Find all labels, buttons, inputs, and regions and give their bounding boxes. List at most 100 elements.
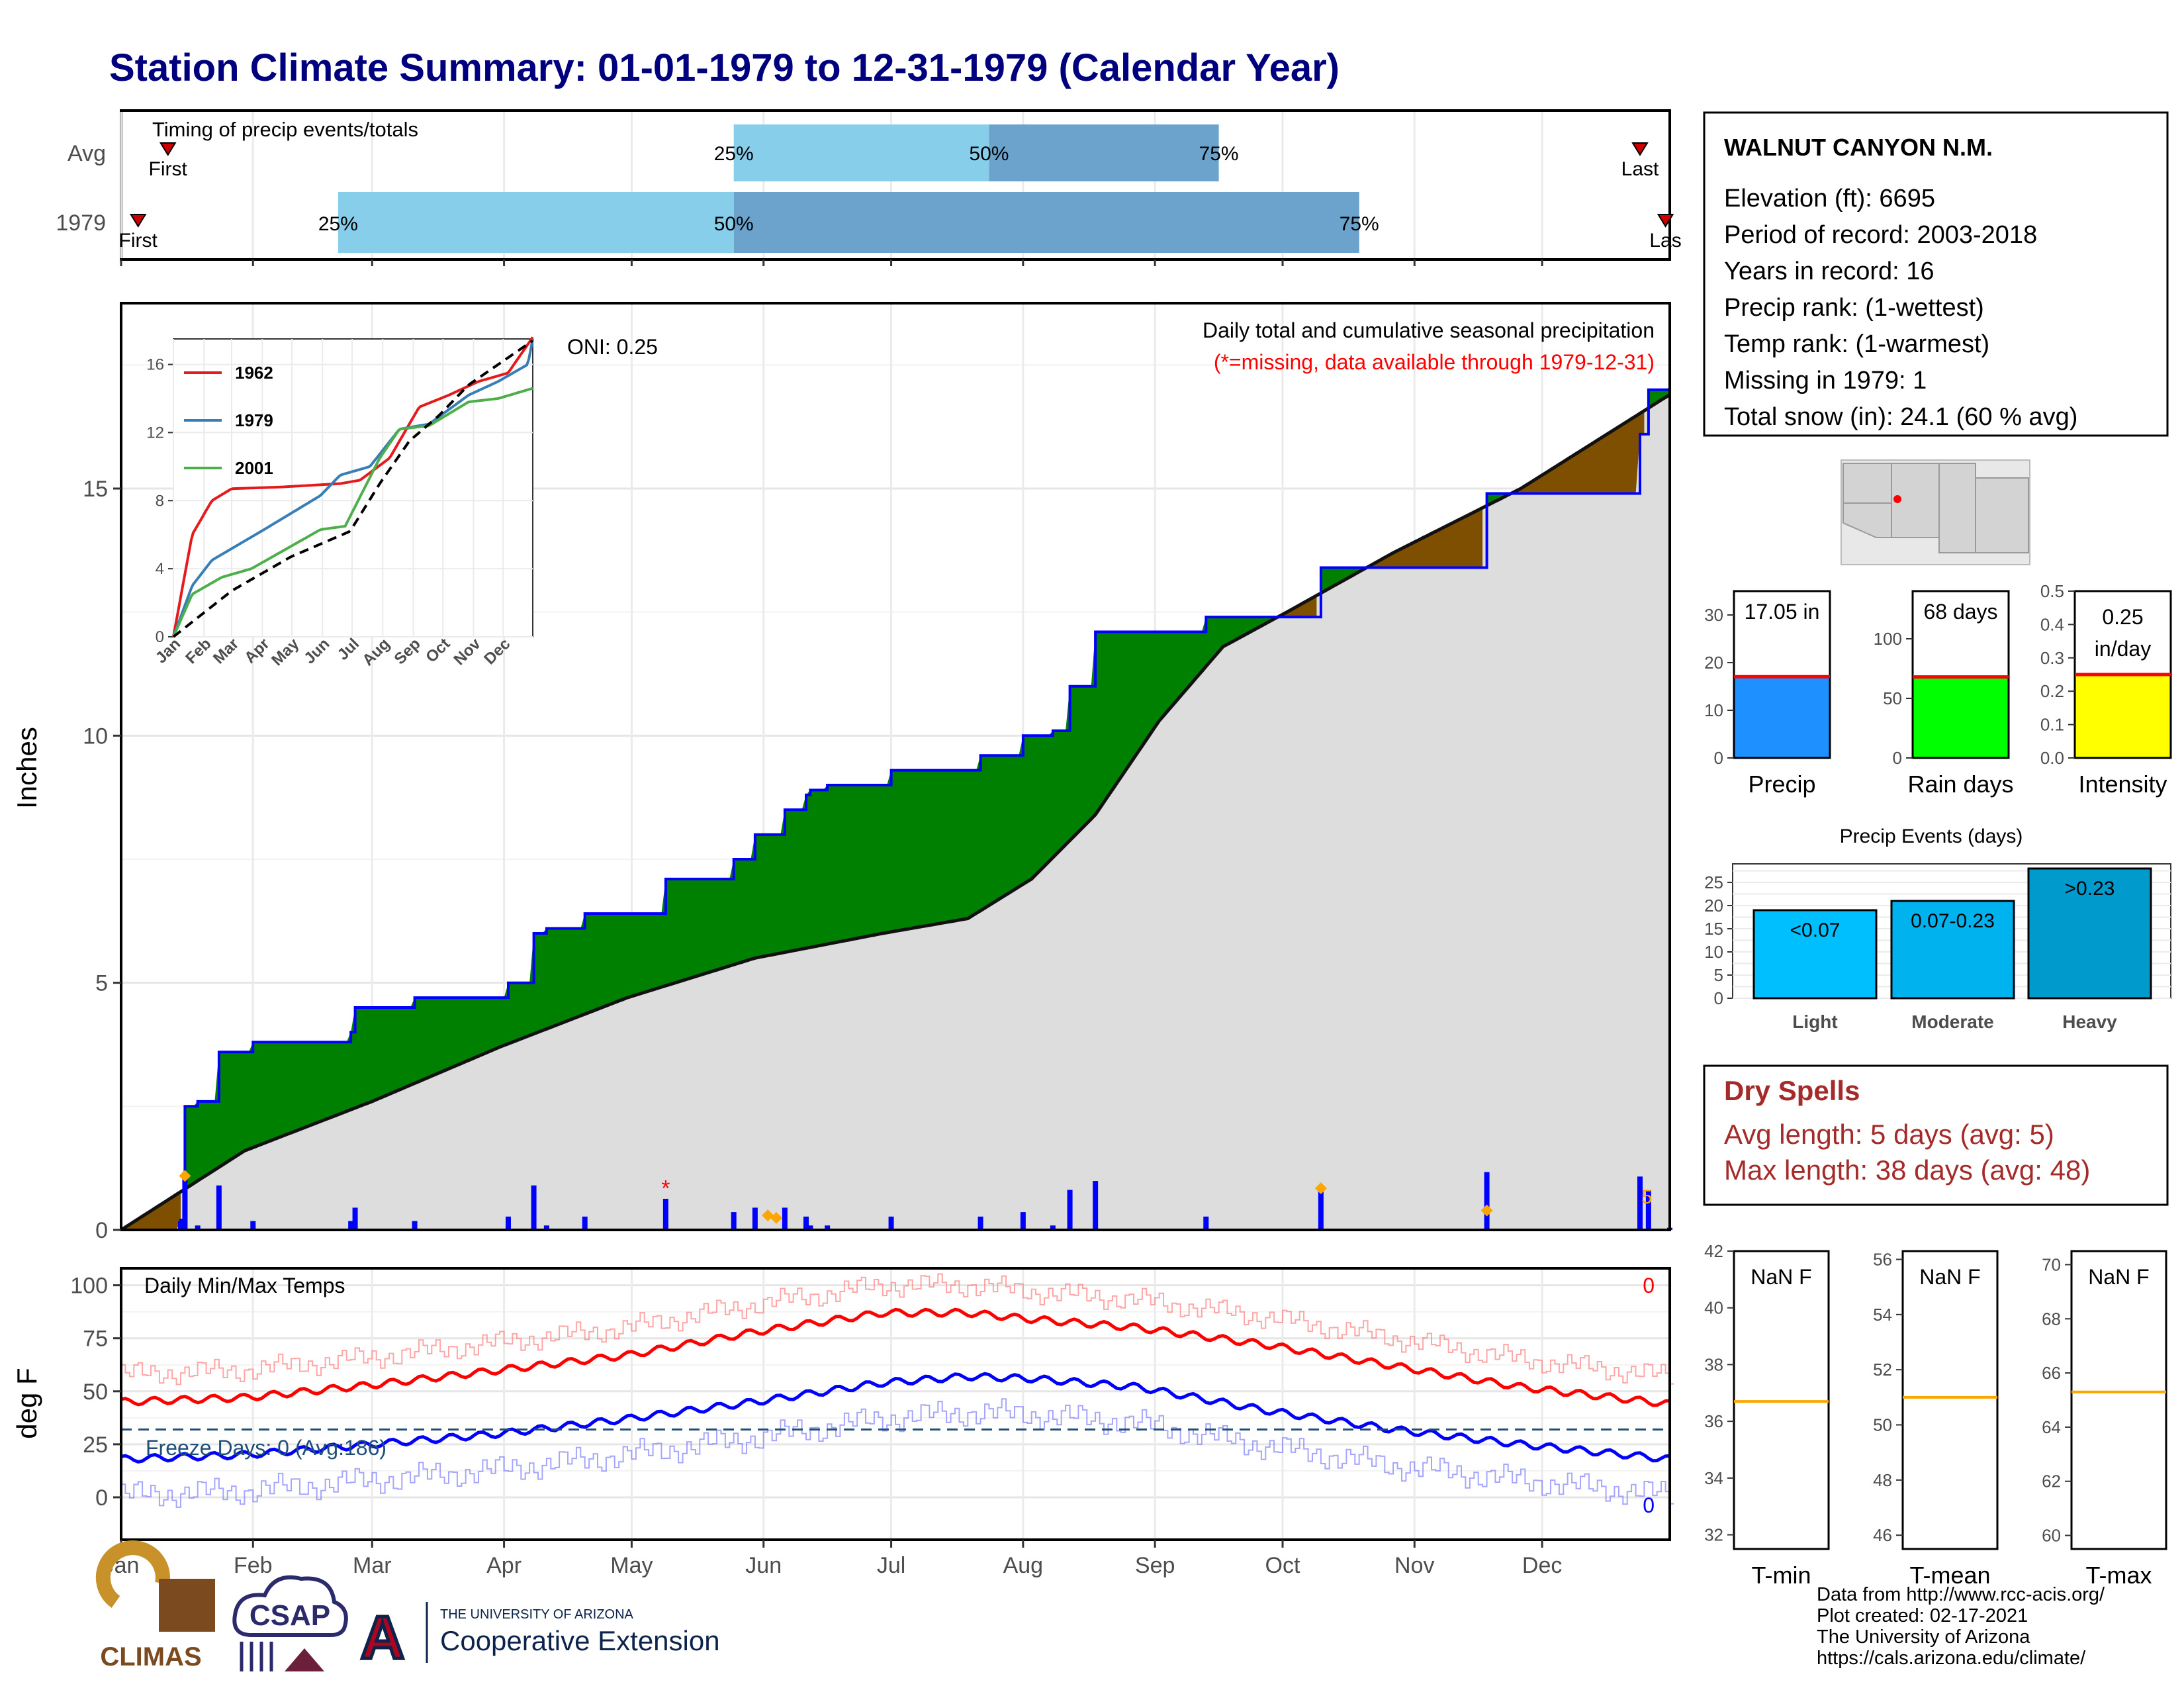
- daily-precip-bar: [352, 1207, 358, 1230]
- daily-precip-bar: [752, 1207, 758, 1230]
- dry-avg-length: Avg length: 5 days (avg: 5): [1724, 1119, 2054, 1150]
- credit-line-university: The University of Arizona: [1817, 1626, 2030, 1648]
- month-label: Mar: [353, 1553, 392, 1578]
- daily-precip-bar: [216, 1185, 222, 1230]
- events-bar-light: [1752, 909, 1878, 1000]
- station-box-frame: [1703, 111, 2169, 437]
- snow-event-marker: [1480, 1204, 1493, 1217]
- month-label: Oct: [1265, 1553, 1300, 1578]
- timing-row-label-avg: Avg: [68, 141, 106, 166]
- tgauge-tick-label: 46: [1873, 1525, 1892, 1545]
- temp-title: Daily Min/Max Temps: [144, 1274, 345, 1297]
- temp-max-count: 0: [1643, 1274, 1655, 1297]
- precip-y-tick-label: 0: [95, 1218, 108, 1243]
- timing-bars: 25% 50% 75% First Last 25% 50% 75% First Las: [119, 124, 1682, 253]
- gauge-tick-label: 0.1: [2040, 715, 2064, 735]
- csap-cloud-icon: [232, 1575, 348, 1637]
- inset-line-1962: [172, 336, 534, 637]
- temp-gauges: 32 34 36 38 40 42 NaN F T-min 46 48 50 52 54 56 NaN F T…: [1704, 1241, 2167, 1589]
- snow-event-marker: [762, 1209, 774, 1222]
- tgauge-tick-label: 68: [2042, 1309, 2061, 1329]
- timing-bar-q1-Avg: [733, 124, 989, 181]
- daily-precip-bar: [1645, 1190, 1651, 1230]
- gauge-label-1: Rain days: [1907, 771, 2013, 798]
- precip-areas: [120, 387, 1671, 1232]
- gauge-tick-label: 0: [1893, 748, 1902, 768]
- month-label: Apr: [486, 1553, 522, 1578]
- daily-precip-bar: [782, 1207, 788, 1230]
- daily-precip-bar: [182, 1172, 188, 1230]
- daily-precip-bar: [825, 1225, 831, 1230]
- tgauge-frame-0: [1733, 1250, 1830, 1550]
- inset-y-tick-label: 8: [156, 492, 164, 510]
- temp-min-count: 0: [1643, 1493, 1655, 1517]
- credit-line-url: https://cals.arizona.edu/climate/: [1817, 1648, 2086, 1669]
- oni-label: ONI: 0.25: [567, 335, 658, 359]
- timing-pct-label: 50%: [969, 143, 1009, 165]
- climas-logo-arc: [95, 1540, 170, 1608]
- timing-bar-q2-1979: [733, 192, 1359, 253]
- gauge-value-unit-2: in/day: [2095, 637, 2151, 661]
- avg-max-temp-line: [120, 1307, 1670, 1407]
- inset-y-tick-label: 12: [146, 424, 164, 442]
- avg-cumulative-line: [120, 393, 1671, 1232]
- month-label: Aug: [1003, 1553, 1044, 1578]
- timing-marker-label: First: [149, 158, 188, 180]
- precip-y-ticks: 0 5 10 15: [83, 477, 121, 1243]
- gauge-tick-label: 0.0: [2040, 748, 2064, 768]
- gauge-tick-label: 10: [1704, 700, 1723, 720]
- events-bar-label: >0.23: [2065, 878, 2115, 900]
- daily-precip-bar: [978, 1216, 983, 1230]
- events-y-tick-label: 0: [1714, 988, 1723, 1008]
- tgauge-tick-label: 42: [1704, 1241, 1723, 1261]
- inset-legend-label: 2001: [235, 458, 273, 478]
- temp-y-tick-label: 100: [70, 1274, 108, 1299]
- tgauge-tick-label: 36: [1704, 1411, 1723, 1431]
- ua-extension-logo: A THE UNIVERSITY OF ARIZONA Cooperative …: [359, 1602, 720, 1673]
- precip-events-chart: Precip Events (days) 0 5 10 15 20 25 <0.07 Ligh…: [1704, 825, 2171, 1032]
- timing-header: Timing of precip events/totals: [152, 118, 418, 141]
- gauge-panels: 0 10 20 30 17.05 in Precip 0 50 100 68 days Rain d…: [1704, 581, 2172, 798]
- gauge-tick-label: 20: [1704, 653, 1723, 673]
- inset-frame: [173, 338, 533, 637]
- station-location-dot: [1893, 495, 1901, 503]
- gauge-tick-label: 0: [1714, 748, 1723, 768]
- station-line-elevation: Elevation (ft): 6695: [1724, 185, 1935, 212]
- csap-logo-text: CSAP: [250, 1599, 330, 1632]
- ua-line1: THE UNIVERSITY OF ARIZONA: [440, 1607, 634, 1622]
- climas-logo-text: CLIMAS: [100, 1642, 201, 1671]
- tgauge-tick-label: 52: [1873, 1360, 1892, 1380]
- tgauge-tick-label: 38: [1704, 1354, 1723, 1374]
- temp-y-tick-label: 50: [83, 1380, 108, 1405]
- station-line-years: Years in record: 16: [1724, 258, 1934, 285]
- tgauge-tick-label: 54: [1873, 1305, 1892, 1325]
- events-title: Precip Events (days): [1840, 825, 2023, 847]
- daily-precip-bar: [803, 1216, 809, 1230]
- timing-row-label-year: 1979: [56, 211, 106, 236]
- timing-pct-label: 25%: [714, 143, 754, 165]
- precip-caption-note: (*=missing, data available through 1979-…: [1214, 350, 1655, 374]
- daily-precip-bar: [731, 1212, 737, 1230]
- month-label: Dec: [1522, 1553, 1562, 1578]
- map-borders: [1843, 463, 1976, 553]
- timing-pct-label: 25%: [318, 213, 358, 235]
- avg-cumulative-area: [121, 395, 1670, 1230]
- gauge-fill-0: [1733, 675, 1831, 759]
- tgauge-tick-label: 60: [2042, 1526, 2061, 1546]
- timing-marker-label: Las: [1649, 230, 1681, 252]
- daily-max-record-line: [121, 1273, 1674, 1385]
- timing-marker-icon: [159, 142, 177, 156]
- tgauge-tick-label: 34: [1704, 1468, 1723, 1488]
- gauge-label-2: Intensity: [2078, 771, 2167, 798]
- tgauge-tick-label: 48: [1873, 1470, 1892, 1490]
- daily-precip-bar: [195, 1225, 201, 1230]
- temp-y-ticks: 0 25 50 75 100: [70, 1274, 121, 1511]
- locator-map: [1841, 459, 2030, 565]
- month-label: Nov: [1394, 1553, 1434, 1578]
- timing-pct-label: 75%: [1340, 213, 1379, 235]
- tgauge-tick-label: 56: [1873, 1250, 1892, 1270]
- tgauge-frame-2: [2070, 1250, 2167, 1550]
- footer: CLIMAS CSAP A THE UNIVERSITY OF ARIZONA …: [95, 1540, 2105, 1673]
